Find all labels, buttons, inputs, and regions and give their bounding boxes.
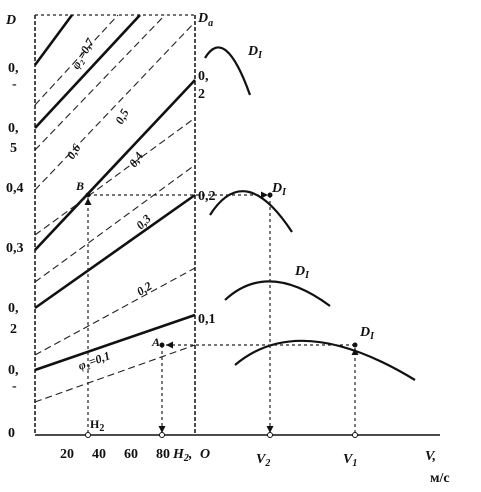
tick-label: 0 [8, 426, 15, 441]
tick-label: 2 [198, 87, 205, 102]
point-label: B [75, 179, 84, 193]
line-label: φ₂=0,1 [76, 348, 112, 372]
line-label: 0,3 [133, 212, 154, 233]
tick-label: 0, [198, 69, 209, 84]
tick-label: 80 [156, 447, 170, 462]
unit-label: м/с [430, 471, 450, 486]
tick-label: 60 [124, 447, 138, 462]
axis-label: D [5, 13, 16, 28]
curve-labels: DI DI DI DI [247, 44, 375, 342]
tick-label: 20 [60, 447, 74, 462]
left-ticks: 0, - 0, 5 0,4 0,3 0, 2 0, - 0 [6, 61, 24, 441]
guide-lines [84, 191, 359, 438]
tick-label: 0, [8, 363, 19, 378]
curve-label: DI [247, 44, 263, 61]
dynamic-curves [204, 46, 416, 381]
axis-label: Da [197, 11, 213, 29]
tick-label: 0,4 [6, 181, 24, 196]
speed-label: V2 [256, 452, 270, 469]
right-labels: 0, 2 0,2 0,1 [198, 69, 216, 327]
tick-label: 0,1 [198, 312, 216, 327]
tick-label: 2 [10, 322, 17, 337]
curve-label: DI [359, 325, 375, 342]
tick-label: 0,3 [6, 241, 24, 256]
tick-label: 5 [10, 141, 17, 156]
bottom-ticks: 20 40 60 80 H2, O V2 V1 V, м/с [60, 447, 450, 486]
tick-label: 0,2 [198, 189, 216, 204]
characteristic-lines [33, 14, 196, 403]
tick-label: - [12, 77, 17, 92]
axis-label: H2, [172, 447, 192, 464]
speed-label: V1 [343, 452, 357, 469]
tick-label: 0, [8, 301, 19, 316]
curve-label: DI [294, 264, 310, 281]
line-label: 0,6 [64, 141, 84, 161]
tick-label: 40 [92, 447, 106, 462]
tick-label: 0, [8, 61, 19, 76]
tick-label: - [12, 379, 17, 394]
curve-label: DI [271, 181, 287, 198]
frame [34, 14, 440, 436]
axis-label: V, [425, 449, 436, 464]
line-label: 0,2 [134, 279, 154, 299]
origin-label: O [200, 447, 210, 462]
marker-label: H2 [90, 417, 104, 434]
line-label: 0,5 [112, 107, 131, 127]
tick-label: 0, [8, 121, 19, 136]
point-label: A [151, 335, 160, 349]
